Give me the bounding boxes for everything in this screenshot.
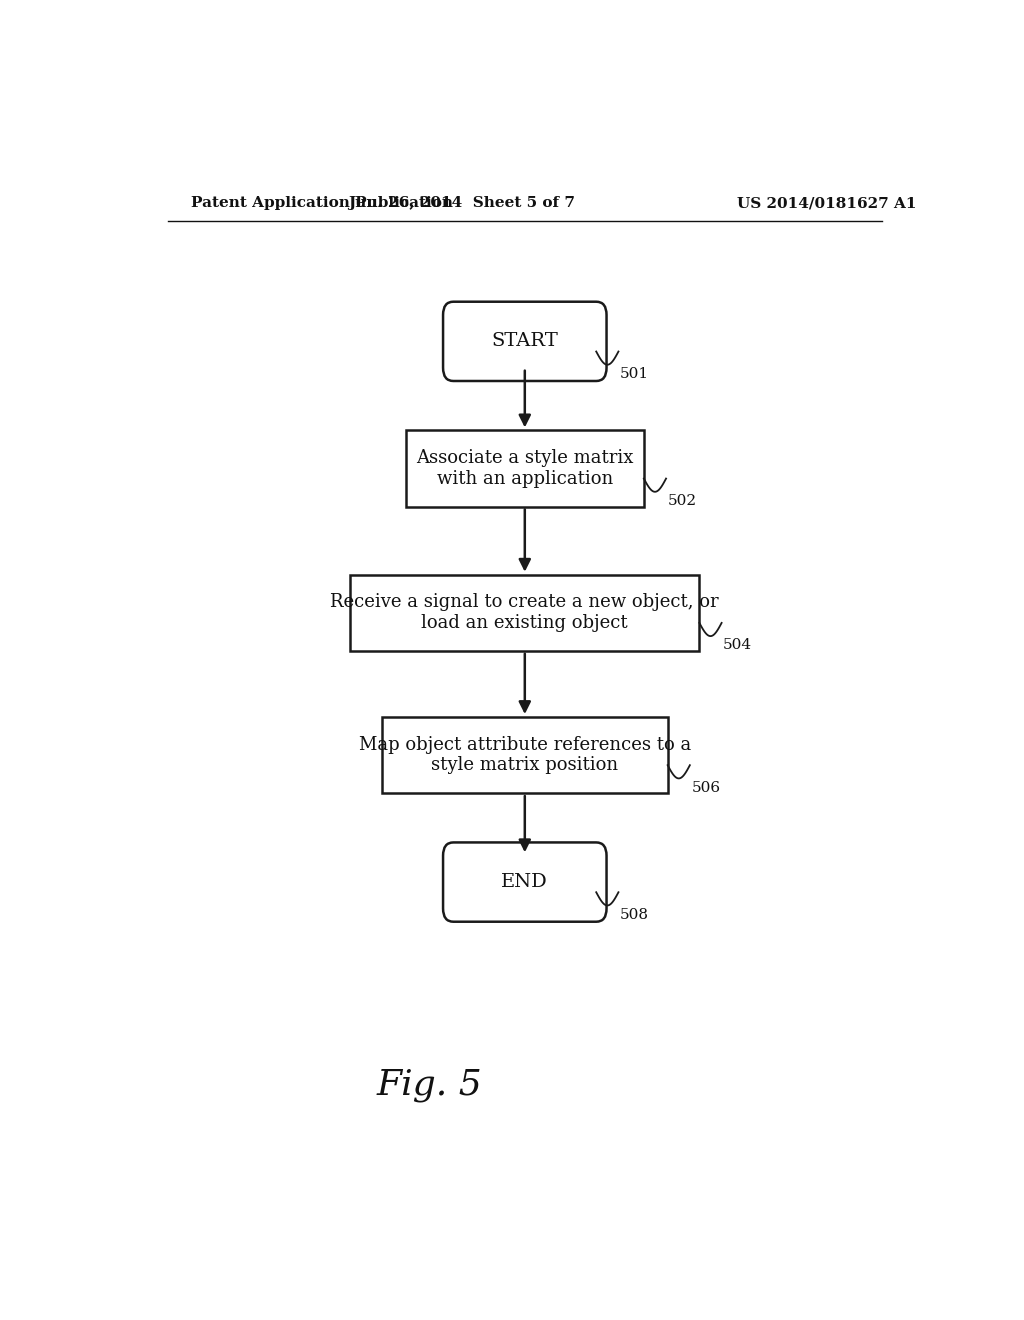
- Text: Map object attribute references to a
style matrix position: Map object attribute references to a sty…: [358, 735, 691, 775]
- Text: 508: 508: [620, 908, 649, 921]
- Text: US 2014/0181627 A1: US 2014/0181627 A1: [736, 197, 916, 210]
- Text: START: START: [492, 333, 558, 350]
- Text: 502: 502: [668, 494, 696, 508]
- Text: END: END: [502, 873, 548, 891]
- Text: Patent Application Publication: Patent Application Publication: [191, 197, 454, 210]
- Text: Associate a style matrix
with an application: Associate a style matrix with an applica…: [416, 449, 634, 488]
- Bar: [406, 430, 644, 507]
- FancyBboxPatch shape: [443, 842, 606, 921]
- Text: 501: 501: [620, 367, 649, 381]
- Text: Fig. 5: Fig. 5: [377, 1068, 482, 1102]
- Text: 506: 506: [691, 780, 721, 795]
- Bar: [382, 717, 668, 793]
- Bar: [350, 574, 699, 651]
- Text: Receive a signal to create a new object, or
load an existing object: Receive a signal to create a new object,…: [331, 593, 719, 632]
- Text: 504: 504: [723, 639, 753, 652]
- Text: Jun. 26, 2014  Sheet 5 of 7: Jun. 26, 2014 Sheet 5 of 7: [348, 197, 574, 210]
- FancyBboxPatch shape: [443, 302, 606, 381]
